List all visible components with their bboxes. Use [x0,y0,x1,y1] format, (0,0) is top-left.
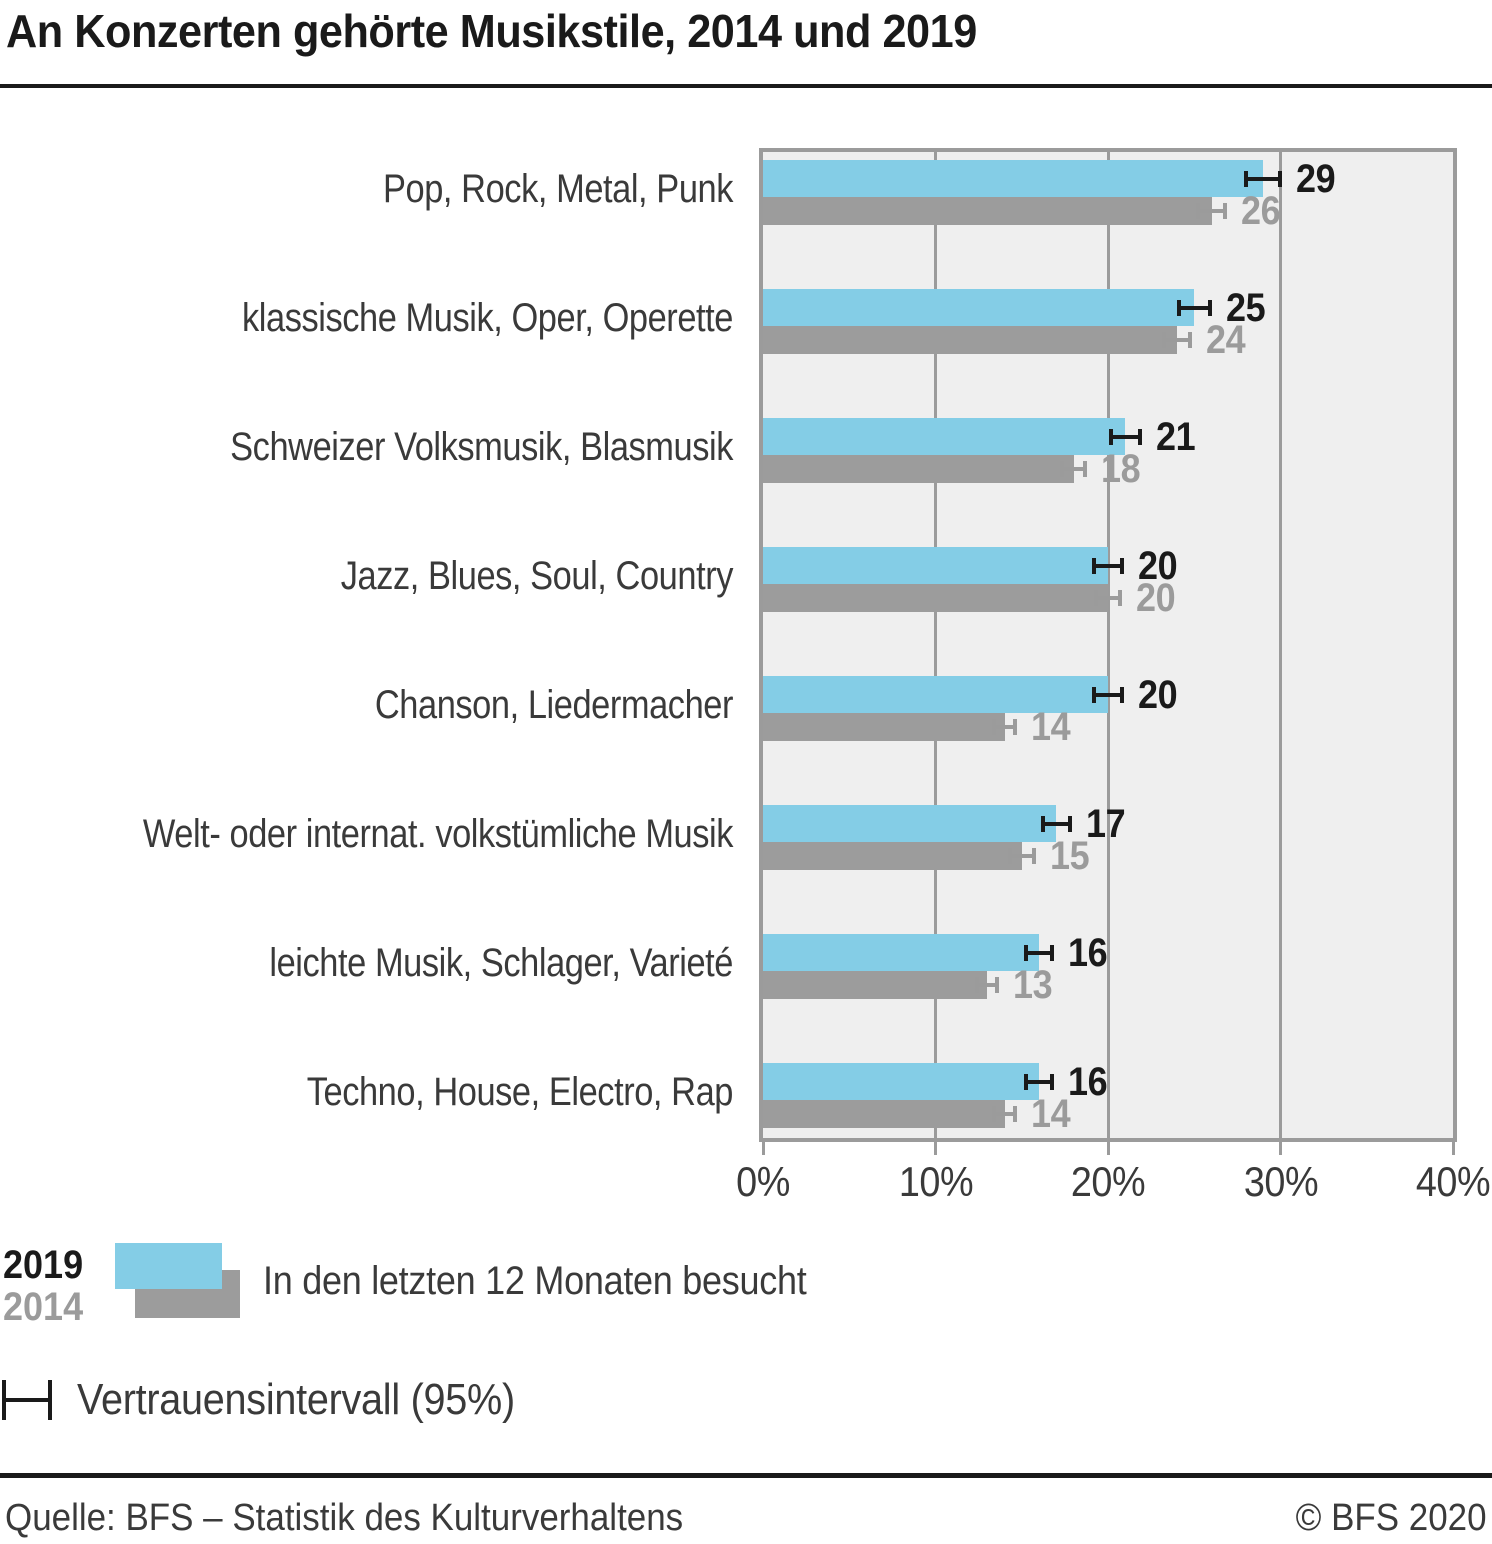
confidence-interval-icon [2,1380,52,1420]
value-label-2019: 29 [1296,156,1336,201]
errorbar-2019 [1024,1073,1054,1090]
errorbar-2019 [1040,815,1072,832]
bar-2014 [763,713,1005,741]
bar-2019 [763,805,1057,842]
value-label-2014: 18 [1101,447,1141,491]
footer-copyright: © BFS 2020 [1296,1497,1487,1539]
value-label-2019: 17 [1085,801,1126,846]
gridline-20 [1106,152,1110,1138]
bar-2019 [763,418,1126,455]
category-labels: Pop, Rock, Metal, Punk klassische Musik, … [0,148,734,1142]
axis-tick-label: 30% [1243,1158,1318,1205]
footer-rule [0,1473,1492,1478]
bar-2014 [763,971,988,999]
bar-2019 [763,1063,1039,1100]
bar-2019 [763,547,1108,584]
bar-2014 [763,197,1212,225]
category-label: Schweizer Volksmusik, Blasmusik [230,425,733,469]
errorbar-2019 [1024,944,1054,961]
errorbar-2019 [1092,557,1124,574]
value-label-2019: 20 [1137,672,1178,717]
axis-tick-10 [934,1142,937,1155]
errorbar-2019 [1177,299,1212,316]
bar-2014 [763,584,1108,612]
bar-2014 [763,1100,1005,1128]
bar-2014 [763,326,1177,354]
errorbar-2014 [1059,461,1088,477]
errorbar-2014 [1094,590,1122,606]
errorbar-2014 [991,719,1018,735]
axis-tick-0 [761,1142,765,1155]
value-label-2019: 21 [1155,414,1196,459]
axis-tick-label: 40% [1415,1158,1491,1205]
category-label: Welt- oder internat. volkstümliche Musik [142,812,734,856]
page-title: An Konzerten gehörte Musikstile, 2014 un… [6,5,977,57]
axis-tick-30 [1279,1142,1282,1155]
bar-2019 [763,676,1108,713]
legend-swatch-2019 [115,1243,222,1289]
axis-tick-40 [1451,1142,1455,1155]
x-axis: 0% 10% 20% 30% 40% [736,1142,1491,1242]
axis-tick-label: 0% [736,1158,790,1205]
value-label-2014: 20 [1135,576,1176,620]
errorbar-2019 [1108,428,1142,445]
category-label: Techno, House, Electro, Rap [306,1070,734,1114]
category-label: leichte Musik, Schlager, Varieté [269,941,733,985]
legend-year-2014: 2014 [3,1285,84,1329]
bar-2014 [763,842,1022,870]
title-rule [0,84,1492,88]
legend-year-2019: 2019 [3,1243,84,1287]
footer-source: Quelle: BFS – Statistik des Kulturverhal… [5,1497,684,1539]
value-label-2014: 13 [1013,963,1053,1007]
axis-tick-label: 20% [1070,1158,1146,1205]
bar-2019 [763,934,1039,971]
errorbar-2014 [1162,332,1192,348]
bar-2019 [763,289,1195,326]
bar-2014 [763,455,1074,483]
value-label-2014: 26 [1241,189,1281,233]
category-label: Chanson, Liedermacher [374,683,734,727]
axis-tick-20 [1106,1142,1110,1155]
value-label-2019: 25 [1225,285,1266,330]
chart-plot: 29 26 25 24 21 18 20 20 20 14 17 15 16 13 16 14 [759,148,1457,1142]
errorbar-2014 [1195,203,1228,219]
errorbar-2014 [991,1106,1018,1122]
axis-tick-label: 10% [898,1158,973,1205]
category-label: klassische Musik, Oper, Operette [242,296,733,340]
errorbar-2019 [1092,686,1124,703]
ci-label: Vertrauensintervall (95%) [77,1375,515,1424]
value-label-2019: 16 [1067,1059,1108,1104]
gridline-30 [1279,152,1282,1138]
errorbar-2014 [1007,848,1036,864]
value-label-2014: 15 [1049,834,1090,878]
value-label-2014: 14 [1031,1092,1071,1136]
bar-2019 [763,160,1264,197]
value-label-2014: 24 [1205,318,1246,362]
category-label: Jazz, Blues, Soul, Country [340,554,734,598]
errorbar-2014 [975,977,1000,993]
value-label-2019: 16 [1067,930,1108,975]
legend-series-label: In den letzten 12 Monaten besucht [263,1259,807,1303]
errorbar-2019 [1244,170,1283,187]
value-label-2014: 14 [1031,705,1071,749]
value-label-2019: 20 [1137,543,1178,588]
category-label: Pop, Rock, Metal, Punk [383,167,733,211]
gridline-10 [934,152,937,1138]
